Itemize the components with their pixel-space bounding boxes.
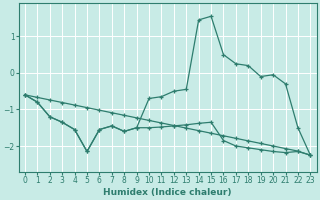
X-axis label: Humidex (Indice chaleur): Humidex (Indice chaleur): [103, 188, 232, 197]
